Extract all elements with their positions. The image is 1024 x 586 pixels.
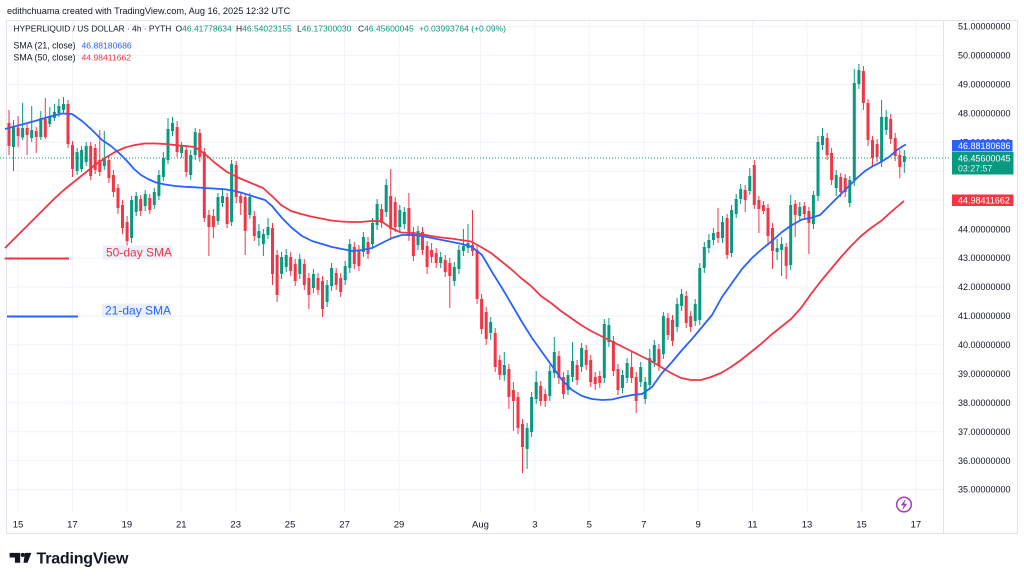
svg-text:25: 25	[285, 520, 296, 531]
svg-text:46.45600045: 46.45600045	[958, 154, 1011, 164]
svg-text:44.98411662: 44.98411662	[958, 196, 1010, 206]
svg-text:19: 19	[122, 520, 133, 531]
svg-text:TradingView: TradingView	[37, 551, 130, 568]
svg-text:SMA (21, close): SMA (21, close)	[14, 40, 76, 50]
svg-text:9: 9	[696, 520, 701, 531]
svg-text:13: 13	[802, 520, 813, 531]
svg-text:50.00000000: 50.00000000	[958, 51, 1011, 61]
svg-text:7: 7	[641, 520, 646, 531]
svg-text:17: 17	[911, 520, 922, 531]
svg-text:43.00000000: 43.00000000	[958, 253, 1011, 263]
svg-text:O46.41778634: O46.41778634	[176, 24, 233, 34]
svg-text:03:27:57: 03:27:57	[958, 164, 992, 174]
svg-text:23: 23	[230, 520, 241, 531]
svg-text:40.00000000: 40.00000000	[958, 340, 1011, 350]
svg-text:46.88180686: 46.88180686	[958, 141, 1011, 151]
svg-text:21: 21	[176, 520, 187, 531]
svg-text:L46.17300030: L46.17300030	[297, 24, 352, 34]
svg-text:41.00000000: 41.00000000	[958, 311, 1011, 321]
svg-text:38.00000000: 38.00000000	[958, 398, 1011, 408]
svg-text:17: 17	[67, 520, 78, 531]
svg-text:3: 3	[532, 520, 537, 531]
svg-text:SMA (50, close): SMA (50, close)	[14, 53, 76, 63]
svg-text:Aug: Aug	[472, 520, 489, 531]
svg-text:11: 11	[748, 520, 758, 531]
svg-text:46.88180686: 46.88180686	[82, 40, 132, 50]
svg-text:35.00000000: 35.00000000	[958, 485, 1011, 495]
svg-text:27: 27	[339, 520, 350, 531]
svg-text:49.00000000: 49.00000000	[958, 80, 1011, 90]
svg-text:15: 15	[13, 520, 24, 531]
svg-text:48.00000000: 48.00000000	[958, 109, 1011, 119]
svg-text:50-day SMA: 50-day SMA	[106, 246, 172, 260]
svg-text:HYPERLIQUID / US DOLLAR · 4h ·: HYPERLIQUID / US DOLLAR · 4h · PYTH	[14, 24, 172, 34]
svg-text:+0.03993764 (+0.09%): +0.03993764 (+0.09%)	[419, 24, 506, 34]
svg-text:29: 29	[394, 520, 405, 531]
svg-text:39.00000000: 39.00000000	[958, 369, 1011, 379]
svg-text:42.00000000: 42.00000000	[958, 282, 1011, 292]
svg-text:44.00000000: 44.00000000	[958, 224, 1011, 234]
svg-text:21-day SMA: 21-day SMA	[105, 304, 171, 318]
svg-text:37.00000000: 37.00000000	[958, 427, 1011, 437]
svg-text:5: 5	[587, 520, 592, 531]
svg-text:H46.54023155: H46.54023155	[236, 24, 292, 34]
svg-text:15: 15	[856, 520, 867, 531]
svg-text:51.00000000: 51.00000000	[958, 22, 1011, 32]
svg-text:edithchuama created with Tradi: edithchuama created with TradingView.com…	[7, 6, 291, 16]
svg-text:36.00000000: 36.00000000	[958, 456, 1011, 466]
svg-text:C46.45600045: C46.45600045	[358, 24, 414, 34]
svg-text:44.98411662: 44.98411662	[82, 53, 132, 63]
